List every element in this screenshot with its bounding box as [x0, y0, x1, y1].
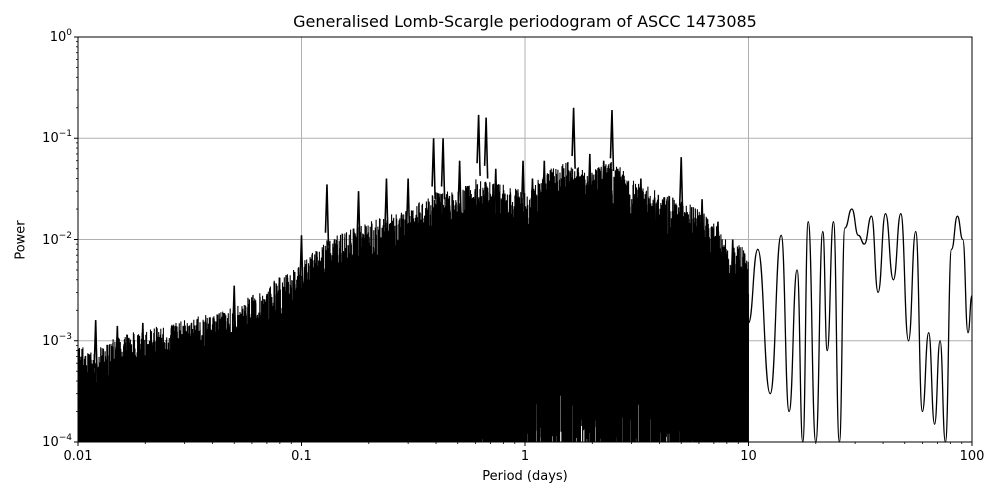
x-tick-label: 10	[740, 449, 757, 464]
periodogram-peak	[615, 168, 621, 230]
periodogram-peak	[638, 178, 644, 240]
periodogram-peak	[715, 221, 721, 283]
periodogram-peak	[730, 239, 736, 301]
x-tick-label: 1	[520, 449, 530, 464]
periodogram-peak	[431, 138, 436, 200]
y-tick-label: 10−2	[42, 230, 72, 248]
periodogram-peak	[324, 184, 330, 246]
periodogram-peak	[678, 157, 684, 219]
periodogram-peak	[140, 322, 146, 384]
periodogram-smooth-line	[747, 208, 973, 443]
periodogram-peak	[440, 138, 446, 200]
y-tick-label: 10−3	[42, 331, 72, 349]
power-series	[77, 107, 973, 443]
y-axis-label: Power	[13, 220, 29, 260]
axes-frame	[77, 36, 973, 443]
x-tick-label: 100	[959, 449, 985, 464]
periodogram-peak	[530, 178, 535, 240]
periodogram-peak	[405, 178, 411, 240]
periodogram-peak	[231, 285, 237, 347]
periodogram-peak	[652, 197, 657, 259]
periodogram-peak	[493, 168, 499, 230]
periodogram-peak	[476, 114, 481, 176]
periodogram-peak	[115, 325, 120, 387]
periodogram-peak	[299, 235, 304, 297]
periodogram-peak	[520, 160, 526, 222]
periodogram-peak	[93, 320, 98, 382]
x-axis-label: Period (days)	[482, 469, 568, 484]
chart-title: Generalised Lomb-Scargle periodogram of …	[293, 12, 757, 31]
periodogram-peak	[384, 178, 389, 240]
y-tick-label: 100	[49, 27, 72, 46]
y-tick-label: 10−4	[42, 432, 72, 451]
periodogram-dense-line	[77, 161, 750, 443]
periodogram-peak	[483, 117, 489, 179]
periodogram-peak	[609, 110, 615, 172]
periodogram-peak	[699, 199, 705, 261]
y-tick-label: 10−1	[42, 129, 72, 147]
periodogram-peak	[587, 153, 593, 215]
x-tick-label: 0.01	[63, 449, 93, 464]
periodogram-peak	[542, 160, 547, 222]
periodogram-peak	[356, 191, 361, 253]
x-tick-label: 0.1	[291, 449, 312, 464]
periodogram-peak	[457, 160, 462, 222]
periodogram-peak	[601, 160, 607, 222]
periodogram-peak	[571, 107, 576, 169]
